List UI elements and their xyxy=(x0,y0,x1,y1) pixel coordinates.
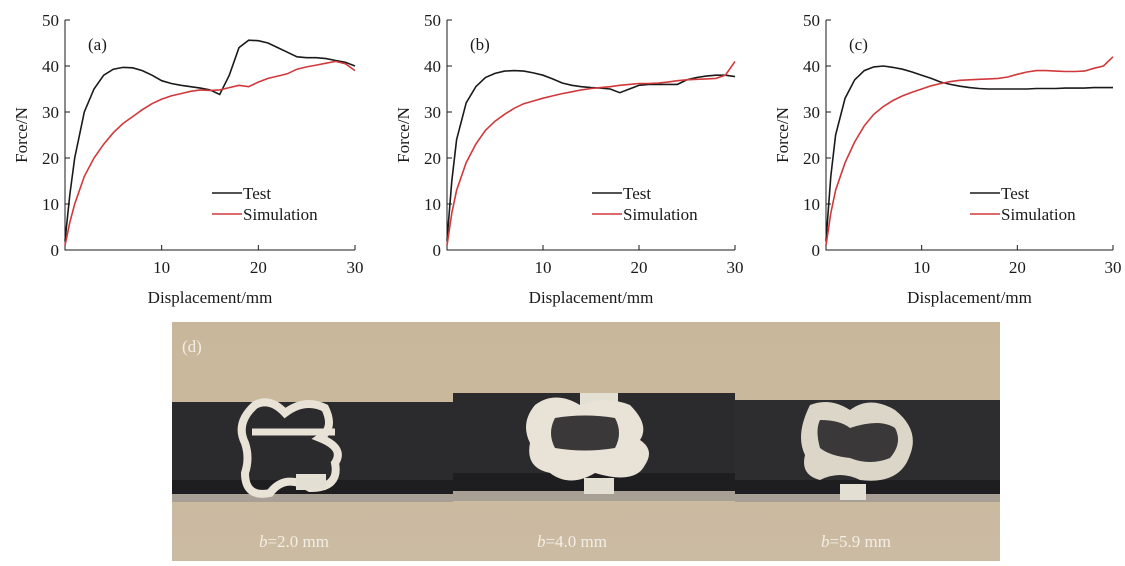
panel-label: (c) xyxy=(849,35,868,54)
y-tick-label: 0 xyxy=(51,241,60,260)
chart: 0 10 20 30 40 50 10 20 30 Test Simulation (a) Displa… xyxy=(12,11,364,307)
x-axis-label: Displacement/mm xyxy=(907,288,1032,307)
y-tick-label: 30 xyxy=(424,103,441,122)
y-tick-label: 40 xyxy=(424,57,441,76)
x-tick-label: 20 xyxy=(1009,258,1026,277)
y-tick-label: 20 xyxy=(42,149,59,168)
series-line xyxy=(64,39,356,241)
series-line xyxy=(825,65,1113,241)
photo-2 xyxy=(453,393,735,501)
caption-symbol: b xyxy=(259,532,268,551)
x-tick-label: 20 xyxy=(250,258,267,277)
y-tick-label: 40 xyxy=(42,57,59,76)
y-axis-label: Force/N xyxy=(12,107,31,163)
series-line xyxy=(64,60,356,246)
axes xyxy=(64,20,355,251)
y-tick-label: 50 xyxy=(42,11,59,30)
caption-text: =4.0 mm xyxy=(545,532,607,551)
legend-label: Test xyxy=(1001,184,1029,203)
series-line xyxy=(825,56,1114,246)
y-tick-label: 10 xyxy=(803,195,820,214)
axes xyxy=(446,20,735,251)
x-axis-label: Displacement/mm xyxy=(529,288,654,307)
caption-text: =2.0 mm xyxy=(267,532,329,551)
y-axis-label: Force/N xyxy=(773,107,792,163)
y-tick-label: 20 xyxy=(803,149,820,168)
x-tick-label: 10 xyxy=(535,258,552,277)
panel-label: (d) xyxy=(182,337,202,356)
photo-caption: b=2.0 mm xyxy=(259,532,329,551)
x-tick-label: 30 xyxy=(1105,258,1122,277)
legend-label: Simulation xyxy=(1001,205,1076,224)
photo-caption: b=4.0 mm xyxy=(537,532,607,551)
panel-label: (b) xyxy=(470,35,490,54)
y-axis-label: Force/N xyxy=(394,107,413,163)
x-tick-label: 20 xyxy=(631,258,648,277)
caption-text: =5.9 mm xyxy=(829,532,891,551)
y-tick-label: 50 xyxy=(803,11,820,30)
photo-panel: (d) xyxy=(172,322,1000,561)
y-tick-label: 10 xyxy=(424,195,441,214)
y-tick-label: 20 xyxy=(424,149,441,168)
chart: 0 10 20 30 40 50 10 20 30 Test Simulation (b) Displa… xyxy=(394,11,744,307)
legend-label: Simulation xyxy=(623,205,698,224)
x-tick-label: 10 xyxy=(913,258,930,277)
y-tick-label: 0 xyxy=(812,241,821,260)
x-axis-label: Displacement/mm xyxy=(148,288,273,307)
legend-label: Test xyxy=(623,184,651,203)
photo-1 xyxy=(172,398,453,502)
panel-label: (a) xyxy=(88,35,107,54)
y-tick-label: 40 xyxy=(803,57,820,76)
x-tick-label: 30 xyxy=(727,258,744,277)
caption-symbol: b xyxy=(821,532,830,551)
axes xyxy=(825,20,1113,251)
y-tick-label: 30 xyxy=(803,103,820,122)
y-tick-label: 0 xyxy=(433,241,442,260)
y-tick-label: 30 xyxy=(42,103,59,122)
caption-symbol: b xyxy=(537,532,546,551)
photo-3 xyxy=(735,400,1000,502)
photo-caption: b=5.9 mm xyxy=(821,532,891,551)
y-tick-label: 10 xyxy=(42,195,59,214)
x-tick-label: 30 xyxy=(347,258,364,277)
legend-label: Test xyxy=(243,184,271,203)
y-tick-label: 50 xyxy=(424,11,441,30)
x-tick-label: 10 xyxy=(153,258,170,277)
legend-label: Simulation xyxy=(243,205,318,224)
chart: 0 10 20 30 40 50 10 20 30 Test Simulation (c) Displa… xyxy=(773,11,1122,307)
series-line xyxy=(446,60,736,246)
